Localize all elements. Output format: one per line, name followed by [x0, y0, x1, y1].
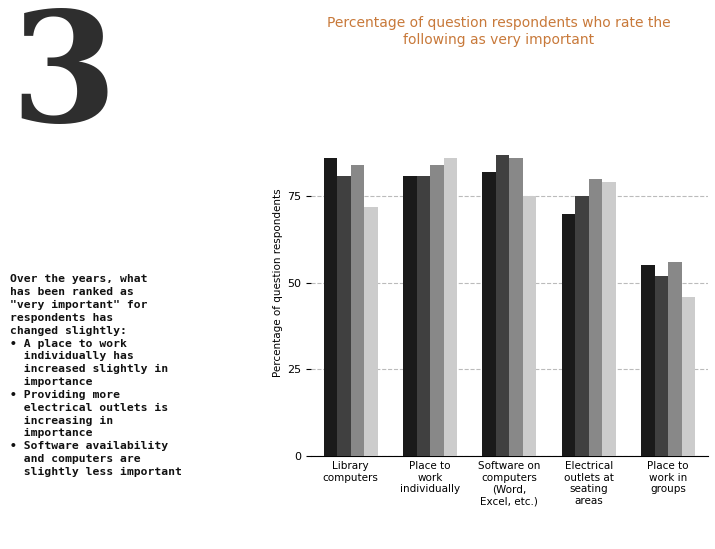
- Bar: [655, 276, 668, 456]
- Text: Percentage of question respondents who rate the
following as very important: Percentage of question respondents who r…: [327, 16, 671, 47]
- Bar: [509, 158, 523, 456]
- Bar: [641, 265, 655, 456]
- Text: 3: 3: [10, 5, 117, 154]
- Bar: [483, 172, 496, 456]
- Text: Over the years, what
has been ranked as
"very important" for
respondents has
cha: Over the years, what has been ranked as …: [10, 274, 182, 477]
- Bar: [589, 179, 602, 456]
- Bar: [443, 158, 457, 456]
- Bar: [562, 214, 576, 456]
- Bar: [668, 262, 681, 456]
- Bar: [523, 196, 536, 456]
- Bar: [324, 158, 337, 456]
- Bar: [681, 296, 695, 456]
- Bar: [430, 165, 443, 456]
- Text: What's
very
important
for
Library
users: What's very important for Library users: [117, 5, 214, 131]
- Bar: [364, 206, 378, 456]
- Bar: [576, 196, 588, 456]
- Bar: [337, 176, 350, 456]
- Bar: [496, 155, 509, 456]
- Bar: [417, 176, 430, 456]
- Bar: [403, 176, 417, 456]
- Bar: [602, 182, 616, 456]
- Y-axis label: Percentage of question respondents: Percentage of question respondents: [273, 188, 283, 377]
- Bar: [350, 165, 364, 456]
